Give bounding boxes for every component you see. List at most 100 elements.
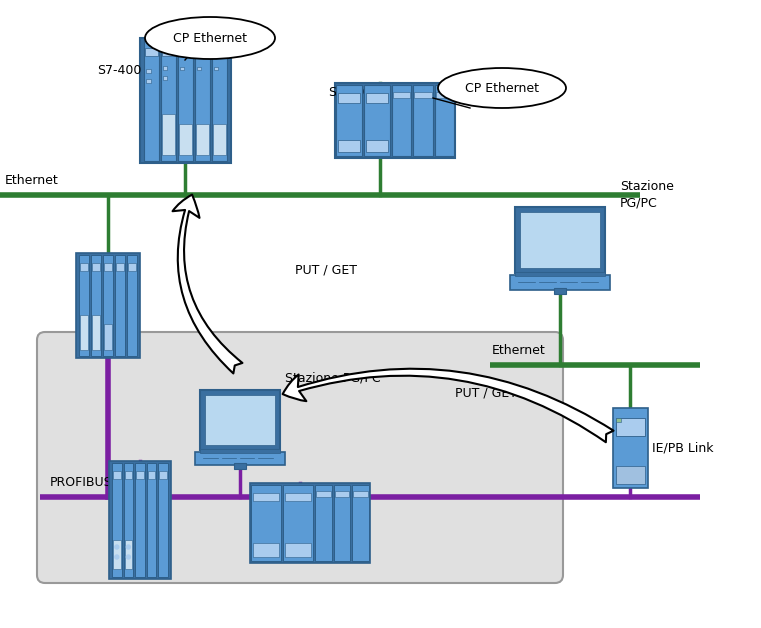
Bar bbox=[253, 493, 279, 501]
Bar bbox=[128, 263, 136, 271]
Bar bbox=[144, 40, 158, 161]
Bar bbox=[335, 491, 349, 497]
Bar bbox=[163, 65, 167, 70]
Bar bbox=[333, 485, 350, 561]
Bar bbox=[251, 485, 281, 561]
Bar bbox=[125, 471, 132, 479]
Bar bbox=[364, 85, 390, 156]
Ellipse shape bbox=[438, 68, 566, 108]
Bar bbox=[515, 273, 605, 276]
Bar bbox=[104, 323, 112, 350]
Bar bbox=[161, 40, 176, 161]
Bar bbox=[179, 124, 192, 154]
Bar bbox=[113, 540, 120, 569]
Bar bbox=[79, 254, 89, 355]
Bar bbox=[338, 139, 360, 151]
Bar bbox=[616, 418, 620, 422]
Bar bbox=[212, 124, 225, 154]
Bar bbox=[616, 466, 645, 484]
Bar bbox=[515, 207, 605, 273]
Bar bbox=[195, 40, 209, 161]
Bar bbox=[338, 92, 360, 102]
Text: Ethernet: Ethernet bbox=[5, 174, 59, 187]
Bar bbox=[145, 78, 151, 82]
Text: CP Ethernet: CP Ethernet bbox=[465, 82, 539, 94]
Bar bbox=[199, 390, 280, 450]
Bar bbox=[554, 288, 566, 293]
Bar bbox=[205, 395, 275, 445]
Bar bbox=[109, 461, 171, 579]
Bar bbox=[413, 85, 433, 156]
Ellipse shape bbox=[145, 17, 275, 59]
Bar bbox=[352, 485, 369, 561]
Text: PROFIBUS: PROFIBUS bbox=[50, 476, 113, 489]
Bar bbox=[414, 92, 431, 97]
Bar bbox=[135, 463, 145, 577]
Bar bbox=[163, 75, 167, 80]
Bar bbox=[212, 40, 227, 161]
Bar bbox=[76, 252, 140, 357]
Bar bbox=[158, 463, 168, 577]
Bar bbox=[283, 485, 313, 561]
Bar bbox=[285, 543, 311, 557]
Bar bbox=[196, 48, 209, 55]
Circle shape bbox=[115, 545, 119, 549]
Bar bbox=[253, 543, 279, 557]
Bar bbox=[148, 471, 155, 479]
Circle shape bbox=[126, 545, 130, 549]
Bar bbox=[159, 471, 167, 479]
Bar bbox=[250, 483, 370, 563]
Bar bbox=[147, 463, 157, 577]
Bar bbox=[196, 67, 200, 70]
Bar bbox=[161, 48, 174, 55]
Bar bbox=[435, 92, 453, 97]
FancyBboxPatch shape bbox=[37, 332, 563, 583]
Circle shape bbox=[115, 555, 119, 559]
Bar bbox=[125, 540, 132, 569]
Bar bbox=[366, 92, 388, 102]
Text: Ethernet: Ethernet bbox=[492, 344, 546, 357]
Bar bbox=[177, 40, 193, 161]
Text: PUT / GET: PUT / GET bbox=[295, 264, 357, 276]
Text: S7-400: S7-400 bbox=[97, 63, 142, 77]
Bar bbox=[80, 315, 88, 350]
Circle shape bbox=[126, 555, 130, 559]
Bar bbox=[214, 67, 218, 70]
Bar bbox=[104, 263, 112, 271]
Text: IE/PB Link: IE/PB Link bbox=[652, 441, 714, 455]
Bar bbox=[136, 471, 144, 479]
Bar bbox=[353, 491, 368, 497]
Bar bbox=[92, 315, 100, 350]
Bar bbox=[285, 493, 311, 501]
Bar bbox=[123, 463, 133, 577]
Text: PUT / GET: PUT / GET bbox=[455, 386, 517, 399]
Bar bbox=[435, 85, 454, 156]
Bar bbox=[212, 48, 225, 55]
Bar bbox=[510, 275, 610, 290]
Bar bbox=[127, 254, 137, 355]
Bar bbox=[145, 68, 151, 72]
Bar bbox=[335, 82, 455, 158]
Bar bbox=[145, 48, 158, 55]
Text: CP Ethernet: CP Ethernet bbox=[173, 31, 247, 45]
Bar bbox=[336, 85, 362, 156]
Bar bbox=[103, 254, 113, 355]
Bar bbox=[196, 452, 285, 465]
Bar bbox=[366, 139, 388, 151]
Bar bbox=[196, 124, 209, 154]
Text: Stazione PG/PC: Stazione PG/PC bbox=[285, 372, 380, 384]
Bar bbox=[161, 114, 174, 154]
Bar bbox=[315, 485, 332, 561]
Text: Stazione
PG/PC: Stazione PG/PC bbox=[620, 180, 674, 210]
Bar bbox=[392, 85, 412, 156]
Text: S7-300: S7-300 bbox=[328, 85, 372, 99]
Bar bbox=[91, 254, 101, 355]
Bar bbox=[180, 67, 183, 70]
Bar bbox=[80, 263, 88, 271]
Bar bbox=[115, 254, 125, 355]
Bar bbox=[179, 48, 192, 55]
Bar bbox=[316, 491, 331, 497]
Bar bbox=[234, 462, 246, 468]
Bar bbox=[92, 263, 100, 271]
Bar bbox=[393, 92, 410, 97]
